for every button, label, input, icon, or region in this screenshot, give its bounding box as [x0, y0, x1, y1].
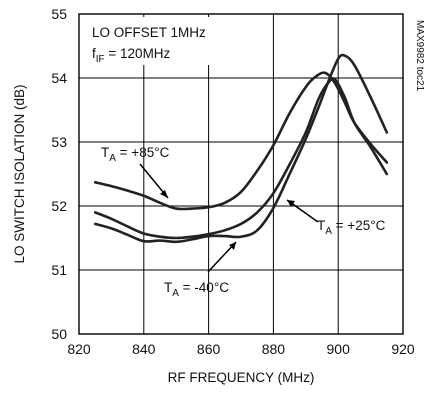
series-line-25C — [93, 77, 389, 240]
annotation-minus40C-text: TA = -40°C — [164, 280, 229, 299]
x-tick-label-920: 920 — [391, 341, 415, 357]
x-tick-label-900: 900 — [327, 341, 351, 357]
conditions-backdrop — [86, 17, 216, 65]
y-tick-label-52: 52 — [51, 198, 67, 214]
x-tick-label-880: 880 — [262, 341, 286, 357]
annotation-85C-arrowhead — [160, 190, 168, 198]
annotation-minus40C-rest: = -40°C — [179, 280, 229, 295]
series-line-85C — [93, 71, 389, 211]
y-tick-label-54: 54 — [51, 70, 67, 86]
annotation-25C: TA = +25°C — [286, 199, 386, 237]
series-line-minus40C — [93, 53, 389, 244]
x-tick-label-860: 860 — [197, 341, 221, 357]
conditions-line-2-sub: IF — [96, 54, 105, 65]
plot-frame — [78, 13, 404, 335]
x-tick-label-840: 840 — [132, 341, 156, 357]
y-tick-label-51: 51 — [51, 262, 67, 278]
annotation-minus40C-main: T — [164, 280, 172, 295]
y-axis-title: LO SWITCH ISOLATION (dB) — [12, 84, 27, 263]
figure-code: MAX9982 toc21 — [414, 20, 425, 92]
annotation-minus40C-sub: A — [172, 288, 179, 299]
y-tick-label-55: 55 — [51, 6, 67, 22]
annotation-25C-arrowhead — [287, 200, 295, 207]
annotation-85C-text: TA = +85°C — [101, 145, 170, 164]
x-tick-label-820: 820 — [67, 341, 91, 357]
conditions-box: LO OFFSET 1MHz fIF = 120MHz — [86, 17, 216, 65]
annotation-minus40C-arrowhead — [229, 242, 236, 250]
y-tick-label-53: 53 — [51, 134, 67, 150]
annotation-25C-rest: = +25°C — [332, 218, 386, 233]
annotation-85C-main: T — [101, 145, 109, 160]
conditions-line-2-main: f — [92, 46, 96, 61]
y-tick-label-50: 50 — [51, 326, 67, 342]
series-layer — [93, 53, 389, 244]
grid-layer — [79, 14, 403, 334]
annotation-25C-sub: A — [325, 226, 332, 237]
annotation-minus40C: TA = -40°C — [164, 241, 237, 299]
tick-label-layer: 820 840 860 880 900 920 50 51 52 53 54 55 — [51, 6, 414, 357]
conditions-line-2-rest: = 120MHz — [105, 46, 171, 61]
x-axis-title: RF FREQUENCY (MHz) — [168, 370, 315, 385]
annotation-85C: TA = +85°C — [101, 145, 170, 199]
conditions-line-2: fIF = 120MHz — [92, 46, 171, 65]
annotation-25C-text: TA = +25°C — [317, 218, 386, 237]
annotation-25C-main: T — [317, 218, 325, 233]
annotation-85C-sub: A — [109, 153, 116, 164]
annotation-85C-rest: = +85°C — [116, 145, 170, 160]
conditions-line-1: LO OFFSET 1MHz — [92, 25, 206, 40]
